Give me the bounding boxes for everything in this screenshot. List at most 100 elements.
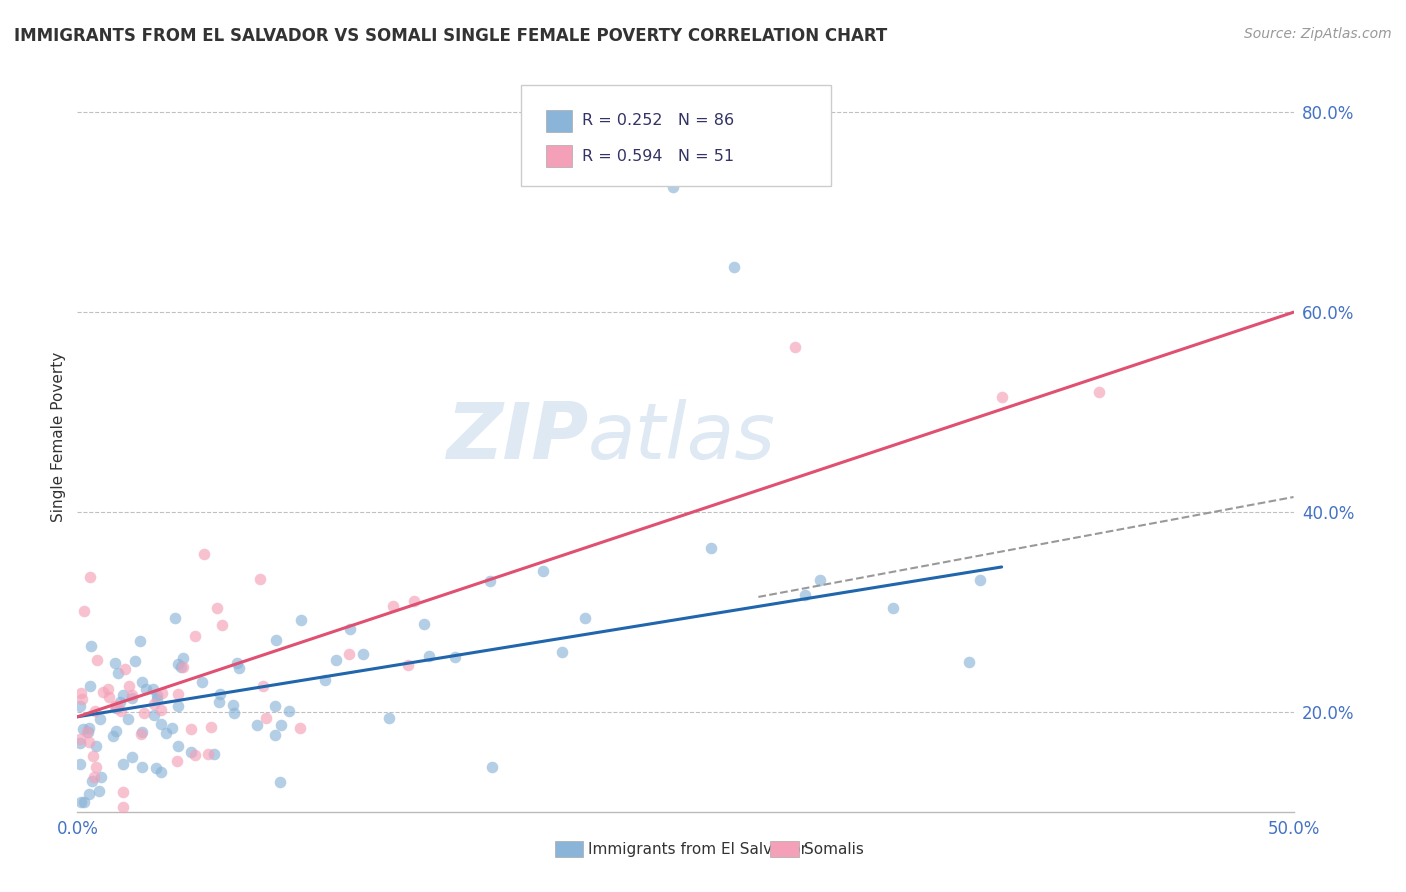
Point	[228, 661, 250, 675]
Point	[200, 720, 222, 734]
Point	[150, 717, 173, 731]
Point	[80, 639, 103, 653]
Point	[167, 698, 190, 713]
Point	[193, 548, 215, 562]
Point	[82, 748, 104, 763]
Point	[339, 622, 361, 636]
Point	[211, 618, 233, 632]
Text: R = 0.594   N = 51: R = 0.594 N = 51	[582, 149, 734, 163]
Point	[77, 735, 100, 749]
Point	[418, 648, 440, 663]
Point	[1088, 385, 1111, 400]
Point	[551, 645, 574, 659]
Point	[107, 666, 129, 681]
Point	[82, 773, 104, 788]
Point	[89, 712, 111, 726]
Point	[77, 721, 100, 735]
Point	[112, 688, 135, 702]
Point	[150, 704, 173, 718]
Point	[443, 650, 465, 665]
Point	[352, 647, 374, 661]
Point	[180, 722, 202, 736]
Point	[204, 747, 226, 762]
Point	[662, 180, 685, 194]
Point	[264, 698, 287, 713]
Point	[121, 691, 143, 706]
Point	[84, 739, 107, 754]
FancyBboxPatch shape	[546, 110, 572, 132]
Text: Source: ZipAtlas.com: Source: ZipAtlas.com	[1244, 27, 1392, 41]
Point	[574, 611, 596, 625]
Text: IMMIGRANTS FROM EL SALVADOR VS SOMALI SINGLE FEMALE POVERTY CORRELATION CHART: IMMIGRANTS FROM EL SALVADOR VS SOMALI SI…	[14, 27, 887, 45]
Point	[86, 760, 108, 774]
Point	[167, 739, 190, 753]
Point	[222, 698, 245, 713]
Point	[269, 774, 291, 789]
Point	[124, 654, 146, 668]
Point	[104, 724, 127, 739]
Point	[72, 692, 94, 706]
Point	[117, 712, 139, 726]
Point	[114, 662, 136, 676]
Point	[150, 764, 173, 779]
Point	[337, 647, 360, 661]
Point	[135, 681, 157, 696]
Point	[79, 679, 101, 693]
Point	[699, 541, 721, 555]
Point	[69, 795, 91, 809]
Text: Immigrants from El Salvador: Immigrants from El Salvador	[588, 842, 807, 856]
Point	[69, 756, 91, 771]
Point	[110, 704, 132, 718]
Point	[957, 655, 980, 669]
Point	[128, 633, 150, 648]
Point	[224, 706, 246, 720]
Point	[98, 690, 121, 704]
Point	[112, 785, 135, 799]
Point	[150, 685, 173, 699]
Point	[205, 600, 228, 615]
Point	[226, 657, 249, 671]
Point	[145, 761, 167, 775]
Point	[162, 722, 184, 736]
Point	[165, 610, 187, 624]
FancyBboxPatch shape	[522, 85, 831, 186]
Point	[72, 723, 94, 737]
Point	[263, 727, 285, 741]
Point	[270, 717, 292, 731]
Point	[252, 679, 274, 693]
Point	[69, 736, 91, 750]
Point	[172, 650, 194, 665]
Point	[723, 260, 745, 275]
Point	[246, 718, 269, 732]
Point	[377, 711, 399, 725]
Text: R = 0.252   N = 86: R = 0.252 N = 86	[582, 113, 734, 128]
Point	[121, 749, 143, 764]
Point	[141, 682, 163, 697]
Text: atlas: atlas	[588, 399, 776, 475]
Point	[69, 698, 91, 713]
Text: Somalis: Somalis	[804, 842, 865, 856]
Point	[382, 599, 405, 614]
Point	[76, 725, 98, 739]
Point	[91, 684, 114, 698]
Point	[117, 679, 139, 693]
Point	[249, 572, 271, 586]
Point	[105, 698, 128, 713]
Point	[111, 757, 134, 772]
Point	[794, 588, 817, 602]
Point	[73, 604, 96, 618]
Point	[197, 747, 219, 761]
Point	[101, 729, 124, 743]
Point	[290, 613, 312, 627]
Point	[314, 673, 336, 687]
Point	[170, 660, 193, 674]
Point	[325, 653, 347, 667]
Point	[191, 675, 214, 690]
Point	[104, 698, 127, 713]
Point	[104, 700, 127, 714]
Point	[143, 697, 166, 711]
Point	[79, 570, 101, 584]
Point	[531, 564, 554, 578]
Point	[131, 675, 153, 690]
Point	[478, 574, 501, 588]
